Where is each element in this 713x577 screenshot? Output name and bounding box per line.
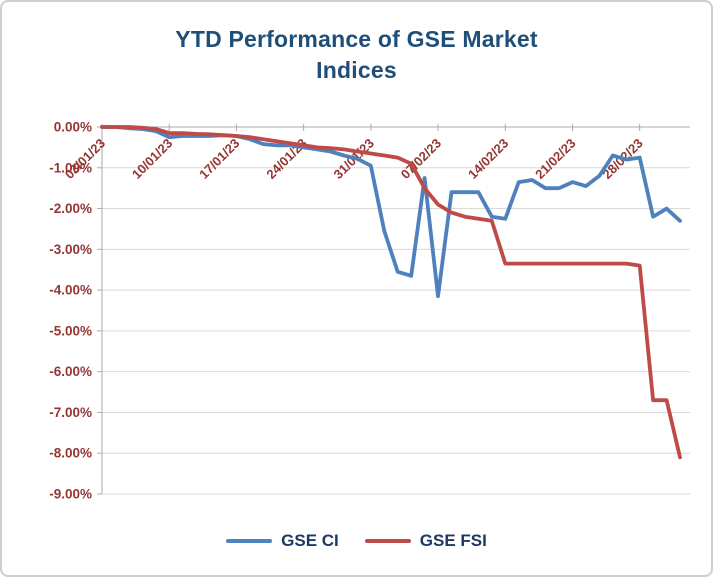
legend-label-gse-ci: GSE CI: [281, 531, 339, 550]
legend-item-gse-ci: GSE CI: [226, 531, 339, 551]
svg-text:-7.00%: -7.00%: [49, 405, 92, 420]
legend-line-swatch-gse-ci: [226, 539, 273, 543]
svg-text:10/01/23: 10/01/23: [129, 136, 175, 182]
svg-text:-8.00%: -8.00%: [49, 446, 92, 461]
svg-text:14/02/23: 14/02/23: [465, 136, 511, 182]
svg-text:17/01/23: 17/01/23: [196, 136, 242, 182]
svg-text:-1.00%: -1.00%: [49, 160, 92, 175]
legend-label-gse-fsi: GSE FSI: [419, 531, 487, 550]
svg-text:-2.00%: -2.00%: [49, 201, 92, 216]
legend-line-swatch-gse-fsi: [364, 539, 411, 543]
svg-text:-3.00%: -3.00%: [49, 242, 92, 257]
series-line-gse-ci: [100, 125, 682, 299]
legend: GSE CI GSE FSI: [2, 531, 711, 551]
svg-text:-4.00%: -4.00%: [49, 283, 92, 298]
svg-text:-9.00%: -9.00%: [49, 487, 92, 502]
legend-item-gse-fsi: GSE FSI: [364, 531, 487, 551]
chart-title: YTD Performance of GSE Market Indices: [175, 26, 538, 84]
svg-text:0.00%: 0.00%: [54, 120, 92, 135]
svg-text:-5.00%: -5.00%: [49, 323, 92, 338]
y-axis-labels: 0.00% -1.00% -2.00% -3.00% -4.00% -5.00% -6.00…: [49, 120, 92, 502]
svg-text:21/02/23: 21/02/23: [532, 136, 578, 182]
svg-text:-6.00%: -6.00%: [49, 364, 92, 379]
gridlines: [97, 124, 690, 495]
series-line-gse-fsi: [100, 125, 682, 460]
